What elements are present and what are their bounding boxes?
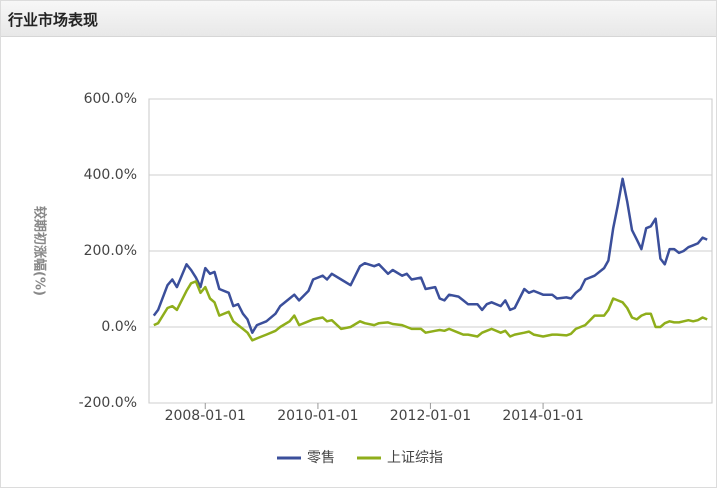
series-line xyxy=(152,177,708,334)
header: 行业市场表现 xyxy=(1,1,716,37)
series-line xyxy=(153,280,708,342)
y-tick-label: 600.0% xyxy=(84,91,137,107)
x-tick-label: 2012-01-01 xyxy=(390,408,471,424)
x-tick-label: 2008-01-01 xyxy=(165,408,246,424)
y-tick-label: 0.0% xyxy=(101,319,137,335)
header-title: 行业市场表现 xyxy=(8,11,99,29)
y-tick-label: 400.0% xyxy=(84,167,137,183)
legend-label: 零售 xyxy=(307,450,335,466)
y-tick-label: -200.0% xyxy=(79,395,137,411)
x-tick-label: 2010-01-01 xyxy=(277,408,358,424)
legend-label: 上证综指 xyxy=(387,450,443,466)
x-tick-label: 2014-01-01 xyxy=(502,408,583,424)
y-axis-label: 较期初涨幅(%) xyxy=(32,206,48,296)
y-tick-label: 200.0% xyxy=(84,243,137,259)
